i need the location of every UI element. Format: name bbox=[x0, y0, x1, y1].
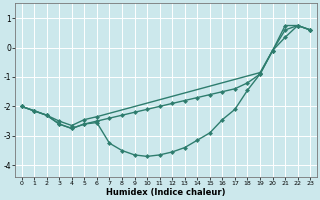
X-axis label: Humidex (Indice chaleur): Humidex (Indice chaleur) bbox=[106, 188, 226, 197]
